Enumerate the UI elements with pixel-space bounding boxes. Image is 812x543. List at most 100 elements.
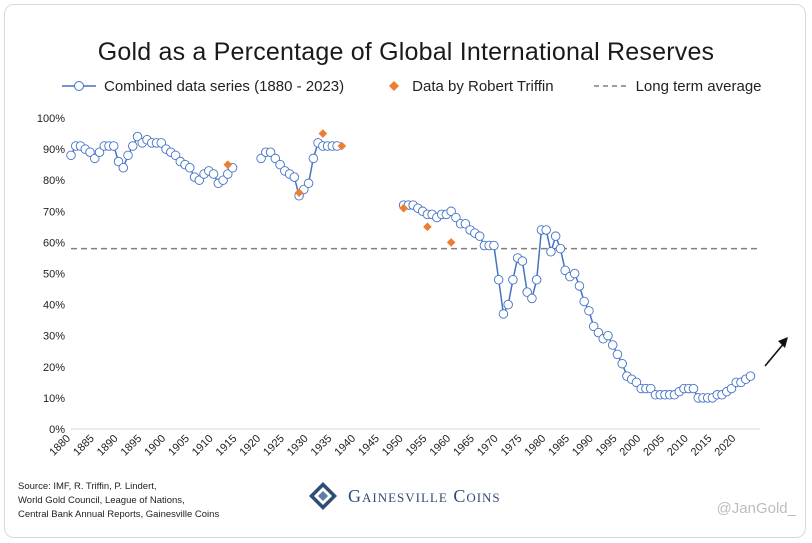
data-point <box>113 156 124 167</box>
x-tick-label: 2015 <box>689 433 715 459</box>
data-point <box>546 246 556 257</box>
x-tick-label: 2000 <box>618 433 644 459</box>
trend-arrow-group <box>764 337 788 367</box>
x-tick-label: 1970 <box>475 433 501 459</box>
data-point <box>588 321 599 332</box>
x-tick-label: 1920 <box>237 433 263 459</box>
data-point <box>109 141 119 151</box>
x-tick-label: 1935 <box>309 433 335 459</box>
source-note: Source: IMF, R. Triffin, P. Lindert, Wor… <box>18 480 219 522</box>
x-tick-label: 1895 <box>119 433 145 459</box>
y-tick-label: 0% <box>49 424 65 436</box>
source-line: World Gold Council, League of Nations, <box>18 495 185 506</box>
data-point <box>123 150 133 161</box>
data-point <box>460 218 471 229</box>
data-point <box>128 141 138 151</box>
data-point <box>574 281 585 291</box>
legend-label-average: Long term average <box>635 77 762 95</box>
legend-item-combined: Combined data series (1880 - 2023) <box>62 78 344 95</box>
y-tick-label: 60% <box>43 237 65 249</box>
data-point <box>645 383 656 394</box>
y-tick-label: 40% <box>43 300 65 312</box>
x-tick-label: 1965 <box>451 433 477 459</box>
data-point <box>170 150 181 161</box>
chart-legend: Combined data series (1880 - 2023) Data … <box>62 76 802 96</box>
data-point <box>527 293 537 304</box>
y-tick-label: 20% <box>43 362 65 374</box>
data-point <box>560 265 570 276</box>
x-tick-label: 1950 <box>380 433 406 459</box>
data-point <box>517 256 528 266</box>
legend-dashed-line-icon <box>593 85 628 87</box>
data-point <box>603 330 613 341</box>
x-tick-label: 1990 <box>570 433 596 459</box>
brand-logo: Gainesville Coins <box>308 481 501 511</box>
data-point <box>270 153 281 164</box>
data-point <box>66 150 76 161</box>
data-point <box>531 274 542 285</box>
data-point <box>132 131 143 142</box>
x-tick-label: 1910 <box>190 433 216 459</box>
data-point <box>593 327 604 338</box>
data-point <box>508 274 518 285</box>
data-point <box>451 212 461 223</box>
data-point <box>584 306 594 316</box>
x-tick-label: 1905 <box>166 433 192 459</box>
triffin-data-point <box>446 238 456 247</box>
triffin-data-point <box>223 160 233 169</box>
x-tick-label: 1955 <box>404 433 430 459</box>
x-tick-label: 1915 <box>214 433 240 459</box>
triffin-data-point <box>399 203 408 213</box>
x-tick-label: 1930 <box>285 433 311 459</box>
data-point <box>85 147 95 157</box>
data-point <box>446 206 456 217</box>
data-point <box>474 231 485 241</box>
data-point <box>617 358 627 369</box>
data-point <box>541 225 551 235</box>
legend-label-combined: Combined data series (1880 - 2023) <box>104 77 345 95</box>
data-point <box>308 153 319 164</box>
data-point <box>688 383 699 394</box>
data-point <box>94 147 105 157</box>
data-point <box>194 175 205 185</box>
y-tick-label: 50% <box>43 269 65 281</box>
chart-title: Gold as a Percentage of Global Internati… <box>97 38 715 66</box>
x-tick-label: 1995 <box>594 433 620 459</box>
data-point <box>185 163 195 173</box>
x-tick-label: 1975 <box>499 433 525 459</box>
trend-arrow-head-icon <box>778 337 788 348</box>
data-point <box>256 153 266 164</box>
data-point <box>498 309 509 319</box>
data-point <box>745 371 756 381</box>
data-point <box>156 138 167 148</box>
data-point <box>612 349 623 360</box>
y-tick-label: 80% <box>43 175 65 187</box>
y-tick-label: 70% <box>43 206 65 218</box>
x-tick-label: 1960 <box>427 433 453 459</box>
data-point <box>555 243 566 254</box>
data-point <box>579 296 589 307</box>
source-line: Central Bank Annual Reports, Gainesville… <box>18 509 220 520</box>
triffin-data-point <box>337 141 347 151</box>
chart-frame <box>4 4 806 538</box>
triffin-data-point <box>318 129 328 138</box>
data-point <box>275 159 285 170</box>
data-point <box>726 383 737 394</box>
brand-name: Gainesville Coins <box>348 485 501 506</box>
x-tick-label: 1940 <box>332 433 358 459</box>
y-tick-label: 90% <box>43 144 65 156</box>
data-point <box>289 172 300 182</box>
series-line-segment <box>403 204 751 399</box>
data-point <box>522 287 532 297</box>
x-tick-label: 1925 <box>261 433 287 459</box>
data-point <box>569 268 580 279</box>
x-tick-label: 2020 <box>713 433 739 459</box>
chart-series <box>66 129 760 403</box>
source-line: Source: IMF, R. Triffin, P. Lindert, <box>18 481 157 492</box>
author-handle: @JanGold_ <box>716 500 796 517</box>
chart-axes: 0% 10% 20% 30% 40% 50% 60% 70% 80% 90% 100% 1880188… <box>37 113 760 458</box>
data-point <box>118 163 129 173</box>
gainesville-coins-logo-icon <box>309 482 337 510</box>
data-point <box>607 340 618 350</box>
data-point <box>265 147 276 157</box>
